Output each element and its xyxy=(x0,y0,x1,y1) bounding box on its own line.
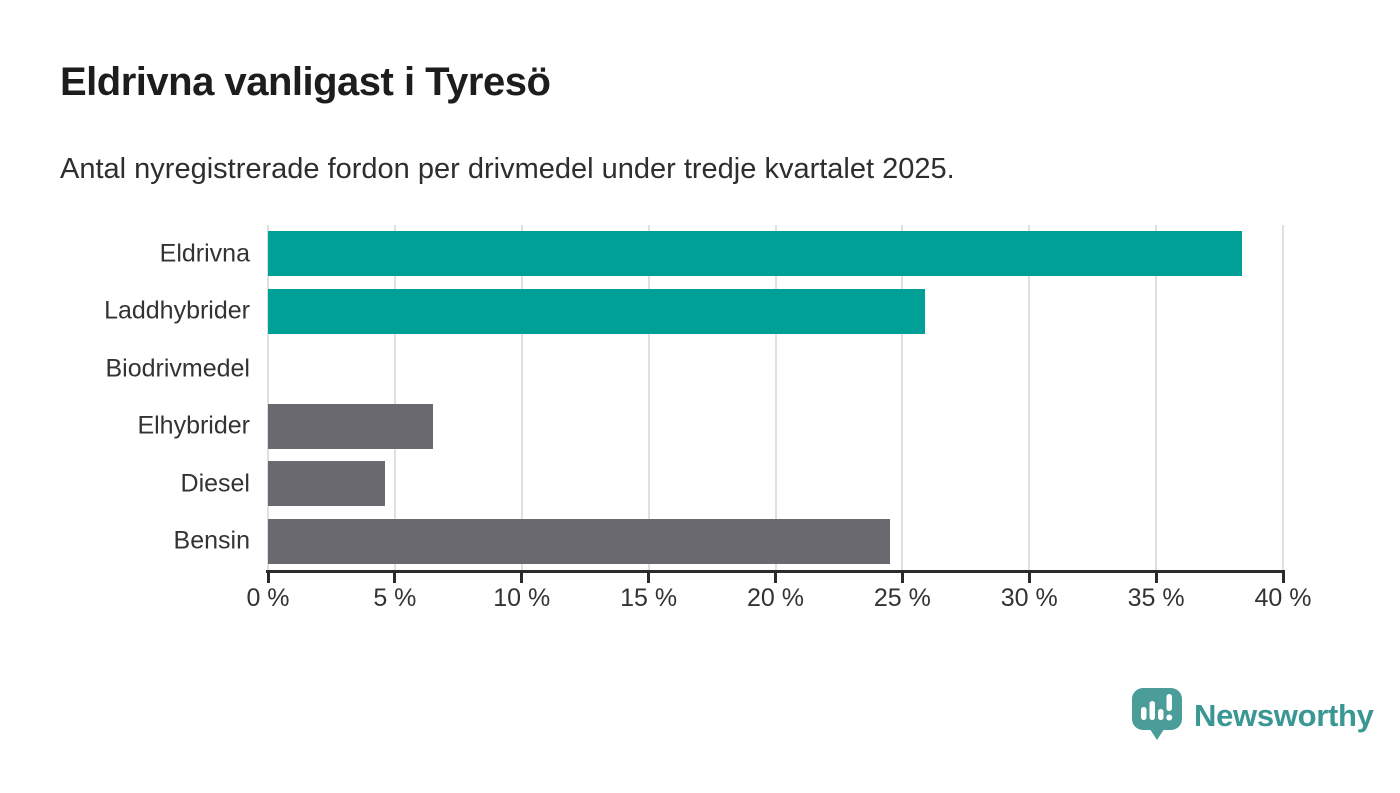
x-tick-15 xyxy=(647,573,651,583)
x-tick-0 xyxy=(266,573,270,583)
gridline-5 xyxy=(393,225,396,570)
category-label-elhybrider: Elhybrider xyxy=(137,411,250,440)
x-tick-label-30: 30 % xyxy=(1000,584,1058,612)
x-tick-10 xyxy=(520,573,524,583)
x-tick-label-40: 40 % xyxy=(1254,584,1312,612)
branding: Newsworthy xyxy=(1130,687,1374,745)
bar-elhybrider xyxy=(268,403,433,449)
gridline-0 xyxy=(267,225,269,570)
bar-bensin xyxy=(268,518,890,564)
gridline-35 xyxy=(1155,225,1158,570)
gridline-30 xyxy=(1028,225,1031,570)
gridline-40 xyxy=(1282,225,1284,570)
x-tick-40 xyxy=(1281,573,1285,583)
x-axis-line xyxy=(266,570,1285,573)
x-tick-label-20: 20 % xyxy=(747,584,804,612)
x-tick-30 xyxy=(1027,573,1031,583)
category-label-eldrivna: Eldrivna xyxy=(159,239,250,268)
category-label-bensin: Bensin xyxy=(173,526,250,555)
x-tick-5 xyxy=(393,573,397,583)
x-tick-label-5: 5 % xyxy=(373,584,417,612)
category-label-biodrivmedel: Biodrivmedel xyxy=(105,354,250,383)
gridline-10 xyxy=(520,225,523,570)
category-axis: Eldrivna Laddhybrider Biodrivmedel Elhybrid… xyxy=(0,225,250,570)
x-tick-35 xyxy=(1154,573,1158,583)
brand-wordmark: Newsworthy xyxy=(1194,698,1374,733)
chart-subtitle: Antal nyregistrerade fordon per drivmede… xyxy=(60,153,955,185)
x-tick-label-25: 25 % xyxy=(873,584,931,612)
x-tick-label-15: 15 % xyxy=(620,584,678,612)
category-label-diesel: Diesel xyxy=(180,469,250,498)
gridline-20 xyxy=(774,225,777,570)
x-tick-20 xyxy=(774,573,777,583)
x-tick-label-0: 0 % xyxy=(246,584,290,612)
gridline-15 xyxy=(647,225,650,570)
category-label-laddhybrider: Laddhybrider xyxy=(104,296,250,325)
chart-title: Eldrivna vanligast i Tyresö xyxy=(60,60,551,104)
x-tick-25 xyxy=(900,573,904,583)
x-tick-label-10: 10 % xyxy=(493,584,551,612)
newsworthy-bar-chart-bubble-icon xyxy=(1130,686,1184,747)
plot-area xyxy=(267,225,1284,570)
bar-eldrivna xyxy=(268,231,1243,277)
bar-laddhybrider xyxy=(268,288,926,334)
x-tick-label-35: 35 % xyxy=(1127,584,1185,612)
gridline-25 xyxy=(901,225,904,570)
bar-diesel xyxy=(268,461,385,507)
